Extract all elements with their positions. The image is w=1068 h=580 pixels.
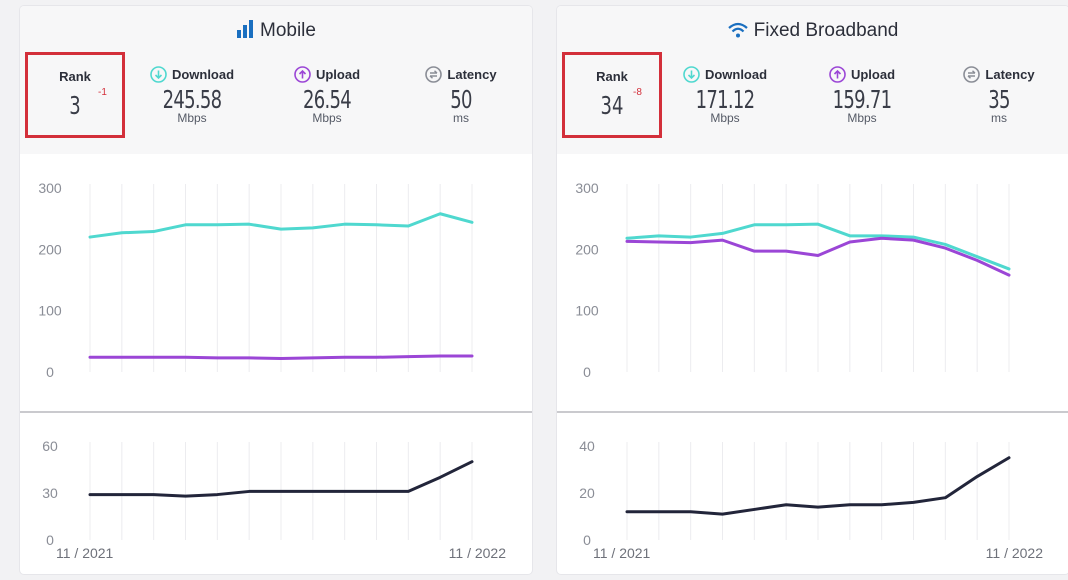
x-tick-label-start: 11 / 2021 bbox=[593, 545, 651, 561]
rank-change: -1 bbox=[98, 87, 107, 98]
latency-unit: ms bbox=[991, 111, 1007, 125]
download-line bbox=[88, 212, 474, 239]
download-value: 171.12 bbox=[695, 85, 755, 114]
fixed-broadband-chart: 0 100 200 300 0 20 40 11 / 2021 11 / 2022 bbox=[557, 180, 1068, 561]
signal-bars-icon bbox=[237, 20, 253, 38]
download-label: Download bbox=[132, 66, 252, 83]
rank-highlight-box: Rank 34 -8 bbox=[562, 52, 662, 138]
x-tick-label-start: 11 / 2021 bbox=[56, 545, 114, 561]
speed-y-tick-label: 200 bbox=[38, 241, 62, 257]
speed-y-tick-label: 300 bbox=[575, 180, 599, 196]
latency-y-tick-label: 30 bbox=[42, 485, 58, 501]
speed-y-tick-label: 100 bbox=[575, 303, 599, 319]
latency-value: 50 bbox=[450, 85, 472, 114]
upload-metric: Upload 26.54 Mbps bbox=[272, 66, 382, 125]
upload-label: Upload bbox=[807, 66, 917, 83]
latency-label: Latency bbox=[406, 66, 516, 83]
latency-y-tick-label: 0 bbox=[46, 532, 54, 548]
latency-metric: Latency 35 ms bbox=[943, 66, 1055, 125]
speed-y-tick-label: 200 bbox=[575, 241, 599, 257]
x-tick-label-end: 11 / 2022 bbox=[449, 545, 507, 561]
fixed-broadband-panel: Fixed Broadband Rank 34 -8 Download 171.… bbox=[557, 6, 1068, 574]
latency-y-tick-label: 0 bbox=[583, 532, 591, 548]
speed-y-tick-label: 300 bbox=[38, 180, 62, 196]
latency-y-tick-label: 20 bbox=[579, 485, 595, 501]
download-line bbox=[625, 222, 1011, 271]
upload-unit: Mbps bbox=[312, 111, 342, 125]
upload-label: Upload bbox=[272, 66, 382, 83]
speed-y-tick-label: 0 bbox=[583, 364, 591, 380]
latency-line bbox=[625, 456, 1011, 516]
mobile-header: Mobile Rank 3 -1 Download 245.58 Mbps Up… bbox=[20, 6, 532, 154]
rank-label: Rank bbox=[59, 69, 91, 84]
latency-y-tick-label: 40 bbox=[579, 438, 595, 454]
panel-title-text: Fixed Broadband bbox=[753, 20, 899, 41]
download-arrow-icon bbox=[150, 66, 167, 83]
upload-value: 26.54 bbox=[303, 85, 352, 114]
upload-arrow-icon bbox=[829, 66, 846, 83]
rank-value: 34 bbox=[600, 91, 624, 120]
mobile-chart: 0 100 200 300 0 30 60 11 / 2021 11 / 2022 bbox=[20, 180, 532, 561]
rank-highlight-box: Rank 3 -1 bbox=[25, 52, 125, 138]
download-unit: Mbps bbox=[177, 111, 207, 125]
upload-arrow-icon bbox=[294, 66, 311, 83]
latency-label: Latency bbox=[943, 66, 1055, 83]
rank-label: Rank bbox=[596, 69, 628, 84]
upload-unit: Mbps bbox=[847, 111, 877, 125]
upload-metric: Upload 159.71 Mbps bbox=[807, 66, 917, 125]
latency-y-tick-label: 60 bbox=[42, 438, 58, 454]
latency-metric: Latency 50 ms bbox=[406, 66, 516, 125]
upload-value: 159.71 bbox=[832, 85, 892, 114]
download-arrow-icon bbox=[683, 66, 700, 83]
rank-value: 3 bbox=[69, 91, 81, 120]
download-metric: Download 245.58 Mbps bbox=[132, 66, 252, 125]
x-tick-label-end: 11 / 2022 bbox=[986, 545, 1044, 561]
download-unit: Mbps bbox=[710, 111, 740, 125]
download-label: Download bbox=[665, 66, 785, 83]
latency-unit: ms bbox=[453, 111, 469, 125]
wifi-icon bbox=[727, 22, 748, 38]
speed-y-tick-label: 100 bbox=[38, 303, 62, 319]
latency-line bbox=[88, 460, 474, 498]
latency-arrows-icon bbox=[963, 66, 981, 83]
latency-value: 35 bbox=[988, 85, 1010, 114]
download-metric: Download 171.12 Mbps bbox=[665, 66, 785, 125]
download-value: 245.58 bbox=[162, 85, 222, 114]
panel-title: Fixed Broadband bbox=[557, 20, 1068, 42]
upload-line bbox=[88, 354, 474, 361]
speed-y-tick-label: 0 bbox=[46, 364, 54, 380]
panel-title: Mobile bbox=[20, 20, 532, 42]
upload-line bbox=[625, 236, 1011, 277]
mobile-panel: Mobile Rank 3 -1 Download 245.58 Mbps Up… bbox=[20, 6, 532, 574]
latency-arrows-icon bbox=[425, 66, 443, 83]
rank-change: -8 bbox=[633, 87, 642, 98]
panel-title-text: Mobile bbox=[260, 20, 316, 41]
fixed-broadband-header: Fixed Broadband Rank 34 -8 Download 171.… bbox=[557, 6, 1068, 154]
